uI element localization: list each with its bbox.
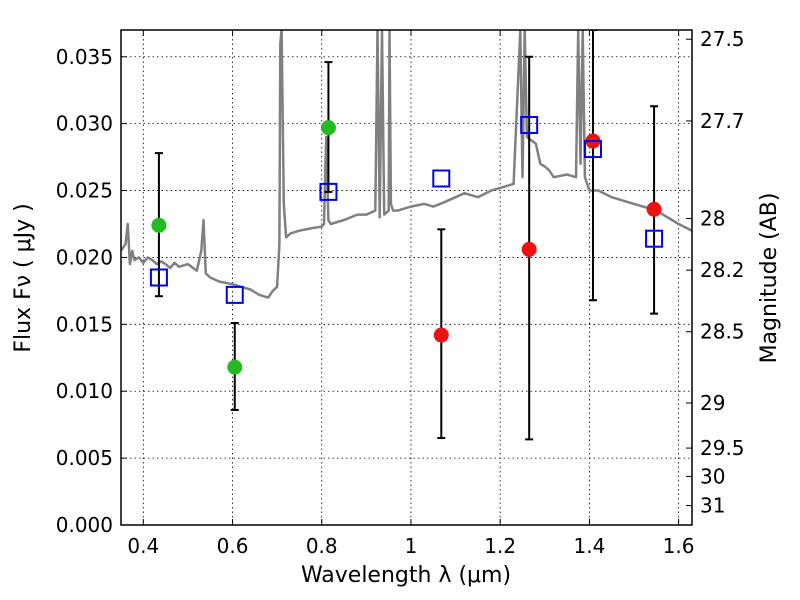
plot-area <box>121 30 692 441</box>
x-tick-label: 1 <box>405 534 418 558</box>
right-tick-label: 28.5 <box>700 320 745 344</box>
right-tick-label: 29.5 <box>700 436 745 460</box>
data-point <box>227 359 243 375</box>
right-tick-label: 28 <box>700 207 725 231</box>
x-tick-label: 0.8 <box>306 534 338 558</box>
right-axis-label: Magnitude (AB) <box>757 193 782 364</box>
x-tick-label: 1.6 <box>663 534 695 558</box>
right-tick-label: 27.5 <box>700 27 745 51</box>
data-point <box>521 241 537 257</box>
data-markers <box>149 115 664 375</box>
data-point <box>646 201 662 217</box>
x-tick-label: 0.4 <box>127 534 159 558</box>
y-tick-label: 0.010 <box>56 379 113 403</box>
model-spectrum <box>121 30 692 299</box>
x-axis-label: Wavelength λ (μm) <box>301 563 511 588</box>
y-tick-label: 0.015 <box>56 312 113 336</box>
data-point <box>320 120 336 136</box>
data-point <box>151 217 167 233</box>
y-tick-label: 0.000 <box>56 513 113 537</box>
model-square <box>225 285 244 304</box>
y-tick-label: 0.020 <box>56 245 113 269</box>
y-axis-label: Flux Fν ( μJy ) <box>11 203 36 352</box>
y-tick-label: 0.035 <box>56 45 113 69</box>
x-axis: 0.4 0.6 0.8 1 1.2 1.4 1.6 <box>127 30 695 558</box>
model-square <box>583 140 602 159</box>
grid <box>121 30 692 526</box>
model-square <box>520 115 539 134</box>
y-tick-label: 0.005 <box>56 446 113 470</box>
y-tick-label: 0.025 <box>56 179 113 203</box>
x-tick-label: 0.6 <box>217 534 249 558</box>
data-point <box>433 327 449 343</box>
y-tick-label: 0.030 <box>56 112 113 136</box>
right-tick-label: 27.7 <box>700 109 745 133</box>
right-axis: 27.5 27.7 28 28.2 28.5 29 29.5 30 31 <box>686 27 745 518</box>
right-tick-label: 29 <box>700 391 725 415</box>
spectrum-line <box>121 30 692 299</box>
x-tick-label: 1.4 <box>573 534 605 558</box>
model-square <box>319 182 338 201</box>
right-tick-label: 31 <box>700 494 725 518</box>
right-tick-label: 30 <box>700 464 725 488</box>
right-tick-label: 28.2 <box>700 258 745 282</box>
model-square <box>149 268 168 287</box>
plot-frame <box>120 29 693 526</box>
plot-background <box>121 30 692 525</box>
error-bars <box>154 30 659 441</box>
y-axis: 0.000 0.005 0.010 0.015 0.020 0.025 0.030 0.035 <box>56 45 127 537</box>
model-square <box>432 169 451 188</box>
model-square <box>645 229 664 248</box>
x-tick-label: 1.2 <box>484 534 516 558</box>
